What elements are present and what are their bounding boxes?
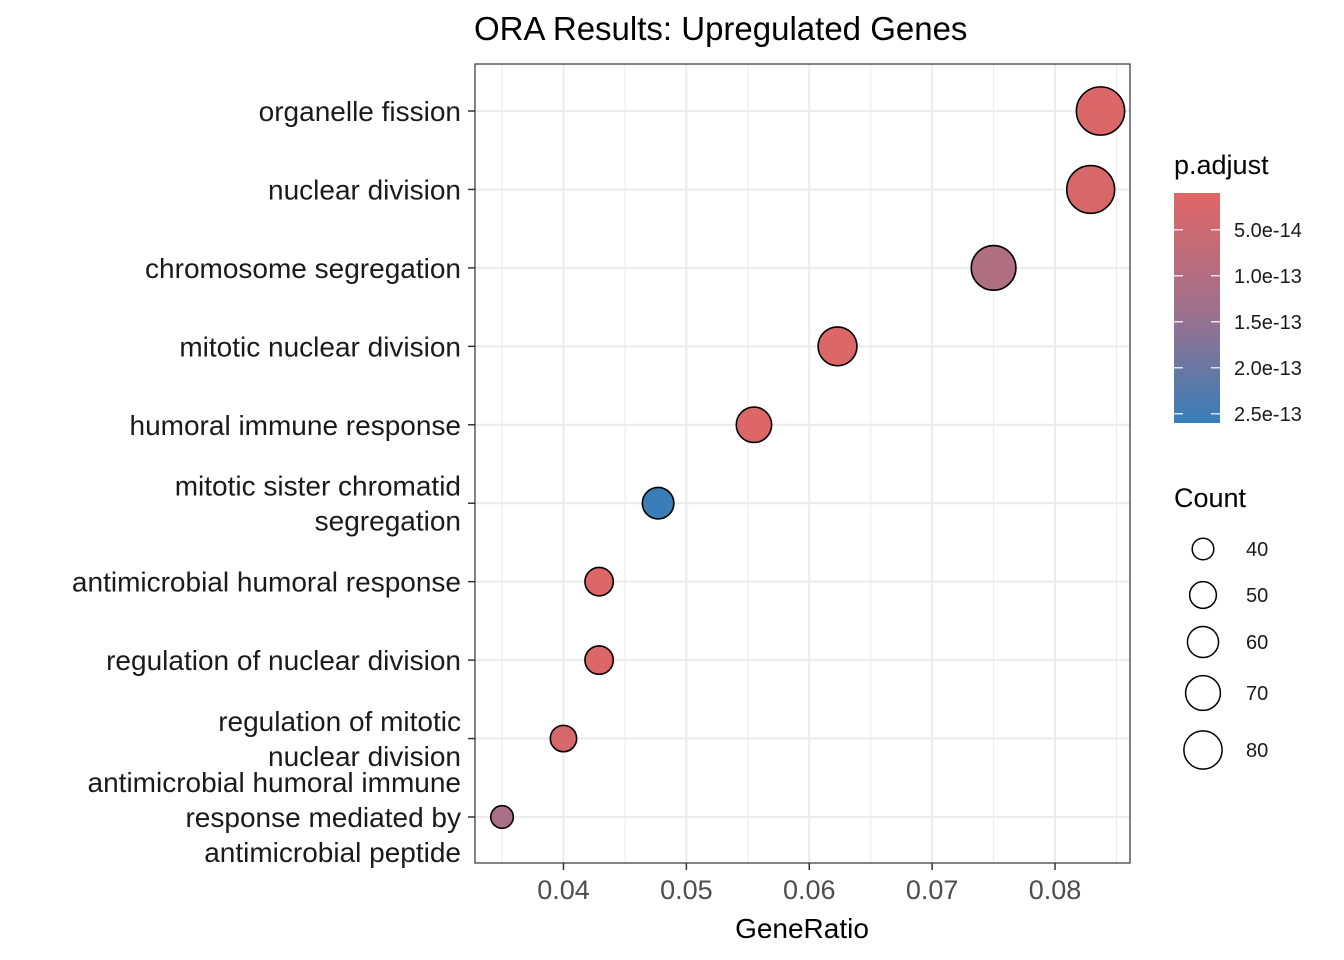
data-point bbox=[549, 724, 578, 753]
color-legend: p.adjust 5.0e-14 1.0e-13 1.5e-13 2.0e-13 2.5… bbox=[1174, 150, 1302, 426]
color-bar bbox=[1174, 193, 1220, 423]
size-legend-label: 70 bbox=[1246, 683, 1268, 705]
grid-lines bbox=[475, 64, 1130, 863]
y-category-label: regulation of nuclear division bbox=[106, 645, 461, 676]
color-bar-tick-label: 1.5e-13 bbox=[1234, 312, 1302, 334]
y-category-label: regulation of mitotic bbox=[218, 706, 461, 737]
y-category-label: nuclear division bbox=[268, 741, 461, 772]
y-category-label: antimicrobial peptide bbox=[204, 837, 461, 868]
color-bar-ticks: 5.0e-14 1.0e-13 1.5e-13 2.0e-13 2.5e-13 bbox=[1174, 220, 1302, 426]
data-point bbox=[584, 566, 615, 597]
color-legend-title: p.adjust bbox=[1174, 150, 1269, 180]
x-tick-label: 0.06 bbox=[783, 875, 836, 905]
y-category-label: antimicrobial humoral immune bbox=[88, 767, 461, 798]
plot-panel-border bbox=[474, 63, 1131, 864]
color-bar-tick-label: 2.0e-13 bbox=[1234, 358, 1302, 380]
y-category-label: chromosome segregation bbox=[145, 253, 461, 284]
y-axis-ticks bbox=[468, 110, 475, 818]
size-legend-title: Count bbox=[1174, 483, 1247, 513]
x-tick-label: 0.04 bbox=[537, 875, 590, 905]
size-legend-circle bbox=[1184, 674, 1222, 712]
data-point bbox=[970, 244, 1017, 292]
size-legend-label: 60 bbox=[1246, 632, 1268, 654]
y-category-label: antimicrobial humoral response bbox=[72, 567, 461, 598]
y-category-label: mitotic sister chromatid bbox=[175, 471, 461, 502]
size-legend-circle bbox=[1191, 537, 1215, 561]
data-points bbox=[489, 86, 1126, 830]
y-axis-category-labels: organelle fission nuclear division chromos… bbox=[72, 96, 461, 868]
data-point bbox=[1075, 86, 1126, 136]
x-axis-ticks: 0.04 0.05 0.06 0.07 0.08 bbox=[537, 863, 1081, 905]
color-bar-tick-label: 2.5e-13 bbox=[1234, 404, 1302, 426]
size-legend-keys: 40 50 60 70 80 bbox=[1183, 537, 1268, 770]
y-category-label: segregation bbox=[315, 506, 461, 537]
x-tick-label: 0.08 bbox=[1029, 875, 1082, 905]
size-legend-circle bbox=[1188, 580, 1218, 610]
size-legend-label: 50 bbox=[1246, 585, 1268, 607]
x-axis-title: GeneRatio bbox=[735, 913, 869, 944]
data-point bbox=[641, 486, 675, 520]
y-category-label: nuclear division bbox=[268, 174, 461, 205]
data-point bbox=[735, 406, 773, 444]
size-legend: Count 40 50 60 70 80 bbox=[1174, 483, 1268, 770]
x-tick-label: 0.05 bbox=[660, 875, 713, 905]
size-legend-circle bbox=[1186, 625, 1220, 659]
data-point bbox=[489, 804, 515, 830]
x-tick-label: 0.07 bbox=[906, 875, 959, 905]
size-legend-circle bbox=[1183, 730, 1223, 770]
y-category-label: organelle fission bbox=[259, 96, 461, 127]
color-bar-tick-label: 1.0e-13 bbox=[1234, 266, 1302, 288]
color-bar-tick-label: 5.0e-14 bbox=[1234, 220, 1302, 242]
data-point bbox=[584, 645, 615, 676]
data-point bbox=[1065, 164, 1116, 215]
size-legend-label: 40 bbox=[1246, 539, 1268, 561]
size-legend-label: 80 bbox=[1246, 740, 1268, 762]
y-category-label: response mediated by bbox=[185, 802, 461, 833]
chart-title: ORA Results: Upregulated Genes bbox=[474, 10, 967, 47]
data-point bbox=[817, 326, 858, 367]
y-category-label: humoral immune response bbox=[130, 410, 462, 441]
y-category-label: mitotic nuclear division bbox=[179, 331, 461, 362]
